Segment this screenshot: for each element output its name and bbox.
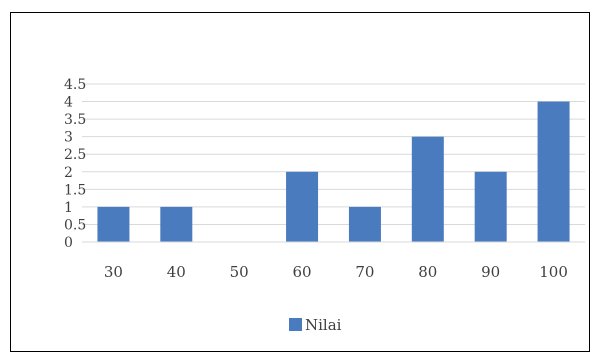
legend: Nilai (289, 316, 342, 334)
y-tick-label: 4 (64, 95, 73, 111)
y-tick-label: 3.5 (64, 112, 86, 128)
x-tick-label: 40 (167, 263, 186, 281)
y-tick-label: 0.5 (64, 217, 86, 233)
x-tick-label: 50 (230, 263, 249, 281)
y-tick-label: 2 (64, 165, 73, 181)
x-tick-label: 100 (539, 263, 568, 281)
gridlines (82, 83, 585, 225)
legend-swatch (289, 318, 302, 331)
y-tick-label: 3 (64, 130, 73, 146)
bar (411, 136, 444, 242)
y-axis-ticks: 0 0.51 1.52 2.53 3.54 4.5 (64, 77, 86, 251)
x-tick-label: 30 (104, 263, 123, 281)
y-tick-label: 0 (64, 235, 73, 251)
x-tick-label: 80 (418, 263, 437, 281)
x-tick-label: 70 (355, 263, 374, 281)
bar (160, 206, 193, 242)
bar (348, 206, 381, 242)
x-axis-ticks: 30 40 50 60 70 80 90 100 (104, 263, 568, 281)
y-tick-label: 1 (64, 200, 73, 216)
y-tick-label: 1.5 (64, 182, 86, 198)
bar (474, 171, 507, 242)
x-tick-label: 60 (293, 263, 312, 281)
bar (286, 171, 319, 242)
y-tick-label: 4.5 (64, 77, 86, 93)
legend-label: Nilai (305, 316, 342, 334)
y-tick-label: 2.5 (64, 147, 86, 163)
bar (97, 206, 130, 242)
x-tick-label: 90 (481, 263, 500, 281)
bar (537, 101, 570, 242)
bars (97, 101, 570, 242)
